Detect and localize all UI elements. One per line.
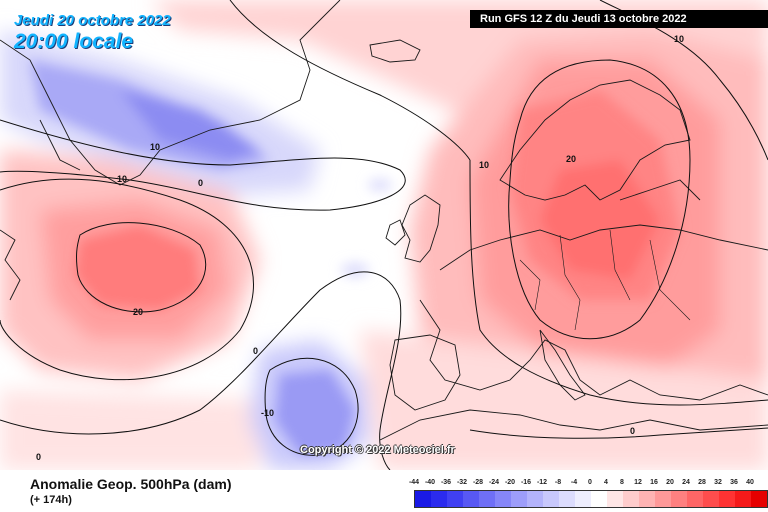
run-info-banner: Run GFS 12 Z du Jeudi 13 octobre 2022	[470, 10, 768, 28]
legend-tick-label: 28	[698, 479, 706, 486]
legend-tick-label: 12	[634, 479, 642, 486]
contour-label: 10	[150, 142, 160, 152]
legend-swatch	[607, 491, 623, 507]
legend-tick-label: -40	[424, 479, 436, 486]
legend-tick-label: 20	[666, 479, 674, 486]
legend-tick-label: 24	[682, 479, 690, 486]
legend-tick-label: 8	[620, 479, 624, 486]
contour-label: 20	[566, 154, 576, 164]
color-scale-legend	[414, 490, 768, 508]
legend-swatch	[639, 491, 655, 507]
legend-tick-label: -20	[504, 479, 516, 486]
legend-swatch	[655, 491, 671, 507]
legend-swatch	[447, 491, 463, 507]
legend-tick-label: -32	[456, 479, 468, 486]
anomaly-map: 10 10 0 10 20 20 0 -10 0 0 10	[0, 0, 768, 470]
legend-tick-label: -36	[440, 479, 452, 486]
legend-tick-label: 16	[650, 479, 658, 486]
copyright-watermark: Copyright © 2022 Meteociel.fr	[300, 444, 455, 456]
legend-swatch	[543, 491, 559, 507]
legend-swatch	[687, 491, 703, 507]
contour-labels: 10 10 0 10 20 20 0 -10 0 0 10	[36, 34, 684, 462]
legend-swatch	[415, 491, 431, 507]
contour-label: 0	[630, 426, 635, 436]
legend-swatch	[463, 491, 479, 507]
contour-label: -10	[261, 408, 274, 418]
legend-tick-label: -4	[570, 479, 578, 486]
legend-tick-label: 0	[588, 479, 592, 486]
contour-label: 10	[674, 34, 684, 44]
legend-tick-label: -8	[554, 479, 562, 486]
contour-label: 20	[133, 307, 143, 317]
legend-tick-label: -44	[408, 479, 420, 486]
coastlines	[0, 0, 768, 441]
legend-swatch	[751, 491, 767, 507]
contour-label: 10	[117, 174, 127, 184]
contour-label: 10	[479, 160, 489, 170]
lead-time: (+ 174h)	[30, 494, 72, 506]
legend-tick-label: 32	[714, 479, 722, 486]
legend-tick-label: 36	[730, 479, 738, 486]
legend-swatch	[527, 491, 543, 507]
legend-swatch	[735, 491, 751, 507]
legend-tick-label: -24	[488, 479, 500, 486]
anomaly-contours	[0, 0, 768, 470]
forecast-time: 20:00 locale	[14, 30, 134, 53]
legend-swatch	[559, 491, 575, 507]
legend-swatch	[591, 491, 607, 507]
legend-tick-labels: -44 -40 -36 -32 -28 -24 -20 -16 -12 -8 -4 0 4 8 12 16 20…	[409, 479, 754, 489]
variable-title: Anomalie Geop. 500hPa (dam)	[30, 476, 232, 492]
legend-tick-label: 40	[746, 479, 754, 486]
legend-swatch	[431, 491, 447, 507]
contour-label: 0	[198, 178, 203, 188]
legend-tick-label: -28	[472, 479, 484, 486]
legend-swatch	[623, 491, 639, 507]
contour-label: 0	[253, 346, 258, 356]
legend-swatch	[703, 491, 719, 507]
legend-swatch	[575, 491, 591, 507]
contour-label: 0	[36, 452, 41, 462]
legend-swatch	[511, 491, 527, 507]
legend-swatch	[671, 491, 687, 507]
legend-tick-label: -16	[520, 479, 532, 486]
legend-swatch	[479, 491, 495, 507]
legend-tick-label: 4	[604, 479, 608, 486]
forecast-date: Jeudi 20 octobre 2022	[14, 12, 171, 29]
legend-swatch	[719, 491, 735, 507]
legend-tick-label: -12	[536, 479, 548, 486]
legend-swatch	[495, 491, 511, 507]
